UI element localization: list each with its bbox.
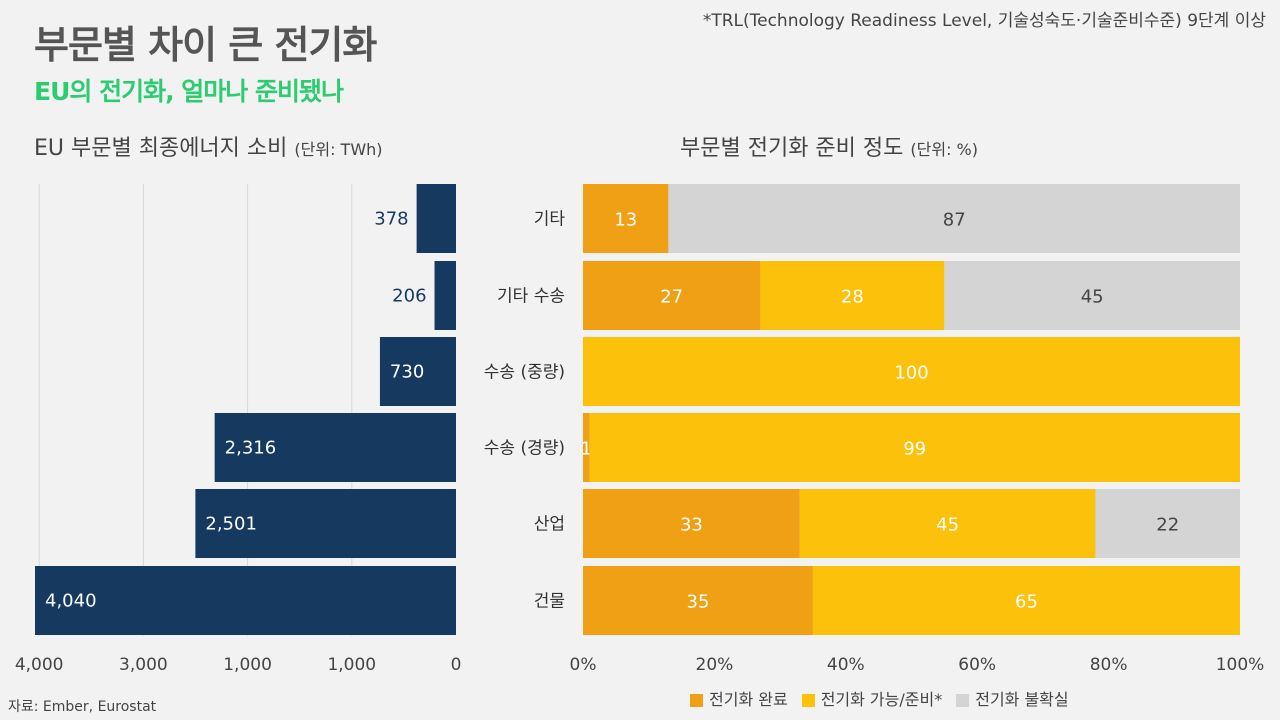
stacked-bar-segment (583, 337, 1240, 406)
stacked-bar-segment (583, 489, 800, 558)
bar-value-label: 730 (390, 362, 424, 383)
x-tick-label: 1,000 (223, 655, 272, 675)
stacked-bar-segment (944, 261, 1240, 330)
stacked-bar-segment (760, 261, 945, 330)
segment-value-label: 28 (841, 287, 864, 308)
bar-value-label: 206 (392, 286, 426, 307)
right-chart-unit: (단위: %) (910, 140, 978, 159)
left-chart-title: EU 부문별 최종에너지 소비 (단위: TWh) (34, 130, 383, 162)
legend-swatch (801, 694, 815, 707)
category-label: 수송 (중량) (484, 363, 565, 383)
x-tick-label: 100% (1216, 655, 1265, 675)
bar (35, 566, 456, 635)
category-label: 기타 수송 (497, 287, 565, 307)
x-tick-label: 3,000 (119, 655, 168, 675)
segment-value-label: 22 (1156, 515, 1179, 536)
x-tick-label: 40% (827, 655, 865, 675)
legend-item: 전기화 완료 (690, 686, 788, 710)
category-label: 수송 (경량) (484, 439, 565, 459)
segment-value-label: 65 (1015, 592, 1038, 613)
stacked-bar-segment (583, 184, 669, 253)
bar (434, 261, 456, 330)
segment-value-label: 13 (614, 210, 637, 231)
segment-value-label: 1 (581, 439, 592, 460)
stacked-bar-segment (812, 566, 1240, 635)
legend-item: 전기화 불확실 (956, 686, 1069, 710)
bar-value-label: 2,501 (205, 514, 257, 535)
segment-value-label: 27 (660, 287, 683, 308)
legend-item: 전기화 가능/준비* (801, 686, 943, 710)
x-tick-label: 0% (570, 655, 597, 675)
source: 자료: Ember, Eurostat (8, 699, 157, 715)
legend-swatch (690, 694, 703, 707)
bar (214, 413, 456, 482)
bar-value-label: 2,316 (225, 438, 277, 459)
stacked-bar-segment (583, 566, 813, 635)
x-tick-label: 60% (958, 655, 996, 675)
bar-value-label: 4,040 (45, 591, 97, 612)
x-tick-label: 0 (451, 655, 462, 675)
right-chart-title: 부문별 전기화 준비 정도 (단위: %) (680, 130, 978, 162)
x-tick-label: 80% (1090, 655, 1128, 675)
bar (416, 184, 456, 253)
stacked-bar-segment (799, 489, 1096, 558)
legend-label: 전기화 불확실 (975, 690, 1069, 709)
category-label: 건물 (534, 592, 565, 612)
legend: 전기화 완료 전기화 가능/준비* 전기화 불확실 (690, 686, 1069, 710)
bar (379, 337, 456, 406)
left-chart-unit: (단위: TWh) (294, 140, 383, 159)
category-label: 기타 (534, 210, 566, 230)
stacked-bar-segment (668, 184, 1240, 253)
bar (195, 489, 457, 558)
segment-value-label: 99 (903, 439, 926, 460)
x-tick-label: 4,000 (15, 655, 64, 675)
legend-swatch (956, 694, 970, 707)
page-subtitle: EU의 전기화, 얼마나 준비됐나 (34, 77, 344, 106)
stacked-bar-segment (583, 413, 590, 482)
page-title: 부문별 차이 큰 전기화 (34, 23, 377, 67)
x-tick-label: 1,000 (327, 655, 376, 675)
x-tick-label: 20% (696, 655, 734, 675)
segment-value-label: 45 (1081, 287, 1104, 308)
right-chart-title-text: 부문별 전기화 준비 정도 (680, 136, 904, 161)
bar-value-label: 378 (374, 209, 408, 230)
segment-value-label: 35 (687, 592, 710, 613)
legend-label: 전기화 완료 (709, 690, 788, 709)
segment-value-label: 87 (943, 210, 966, 231)
stacked-bar-segment (583, 261, 761, 330)
category-label: 산업 (534, 515, 565, 535)
stacked-bar-segment (589, 413, 1240, 482)
segment-value-label: 33 (680, 515, 703, 536)
left-chart-title-text: EU 부문별 최종에너지 소비 (34, 136, 288, 161)
footnote: *TRL(Technology Readiness Level, 기술성숙도·기… (702, 11, 1266, 31)
segment-value-label: 100 (894, 363, 928, 384)
stacked-bar-segment (1095, 489, 1240, 558)
segment-value-label: 45 (936, 515, 959, 536)
legend-label: 전기화 가능/준비* (820, 690, 943, 709)
